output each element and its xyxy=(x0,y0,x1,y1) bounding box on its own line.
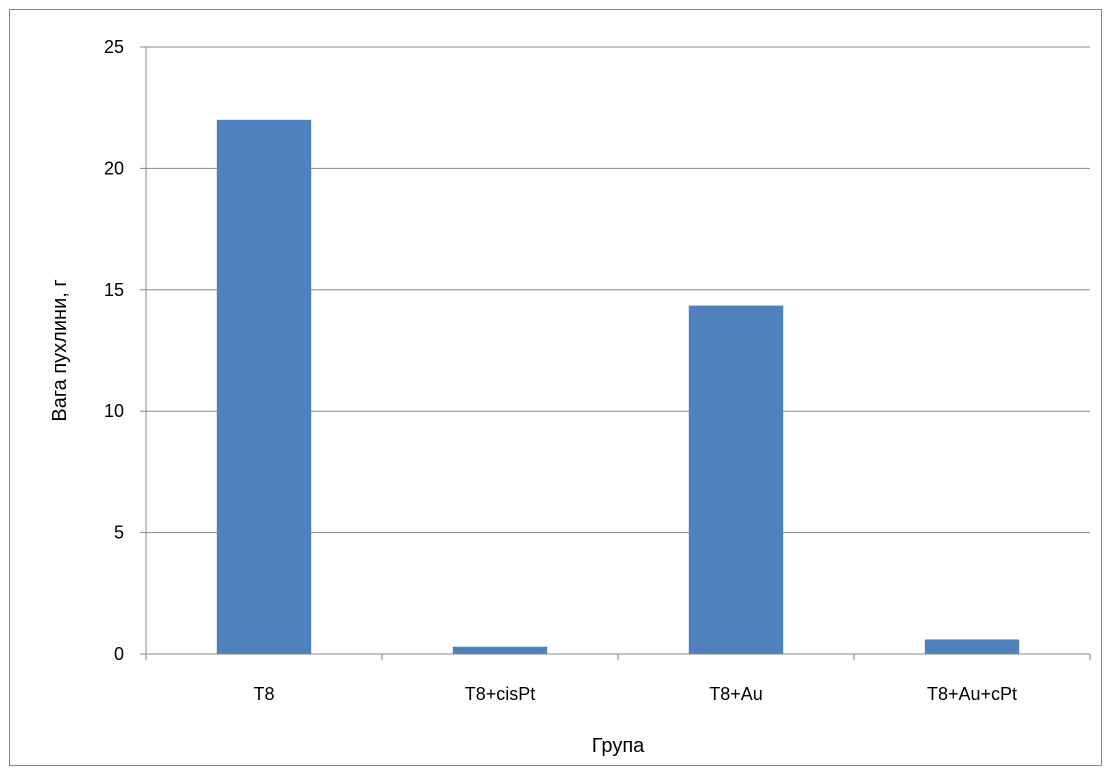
bar xyxy=(925,639,1019,654)
x-tick-label: T8+cisPt xyxy=(465,684,536,704)
bar xyxy=(453,647,547,654)
x-tick-label: T8+Au xyxy=(709,684,763,704)
x-tick-label: T8+Au+cPt xyxy=(927,684,1017,704)
x-tick-label: T8 xyxy=(253,684,274,704)
y-tick-label: 15 xyxy=(104,280,124,300)
y-tick-label: 20 xyxy=(104,158,124,178)
bar xyxy=(217,120,311,654)
bar xyxy=(689,306,783,654)
y-tick-label: 25 xyxy=(104,37,124,57)
y-tick-label: 10 xyxy=(104,401,124,421)
y-tick-label: 0 xyxy=(114,644,124,664)
y-axis-title: Вага пухлини, г xyxy=(49,279,71,421)
bars xyxy=(217,120,1019,654)
x-axis-title: Група xyxy=(592,735,645,757)
y-axis-ticks: 0 5 10 15 20 25 xyxy=(104,37,146,664)
x-axis-ticks: T8 T8+cisPt T8+Au T8+Au+cPt xyxy=(146,654,1090,704)
y-tick-label: 5 xyxy=(114,523,124,543)
